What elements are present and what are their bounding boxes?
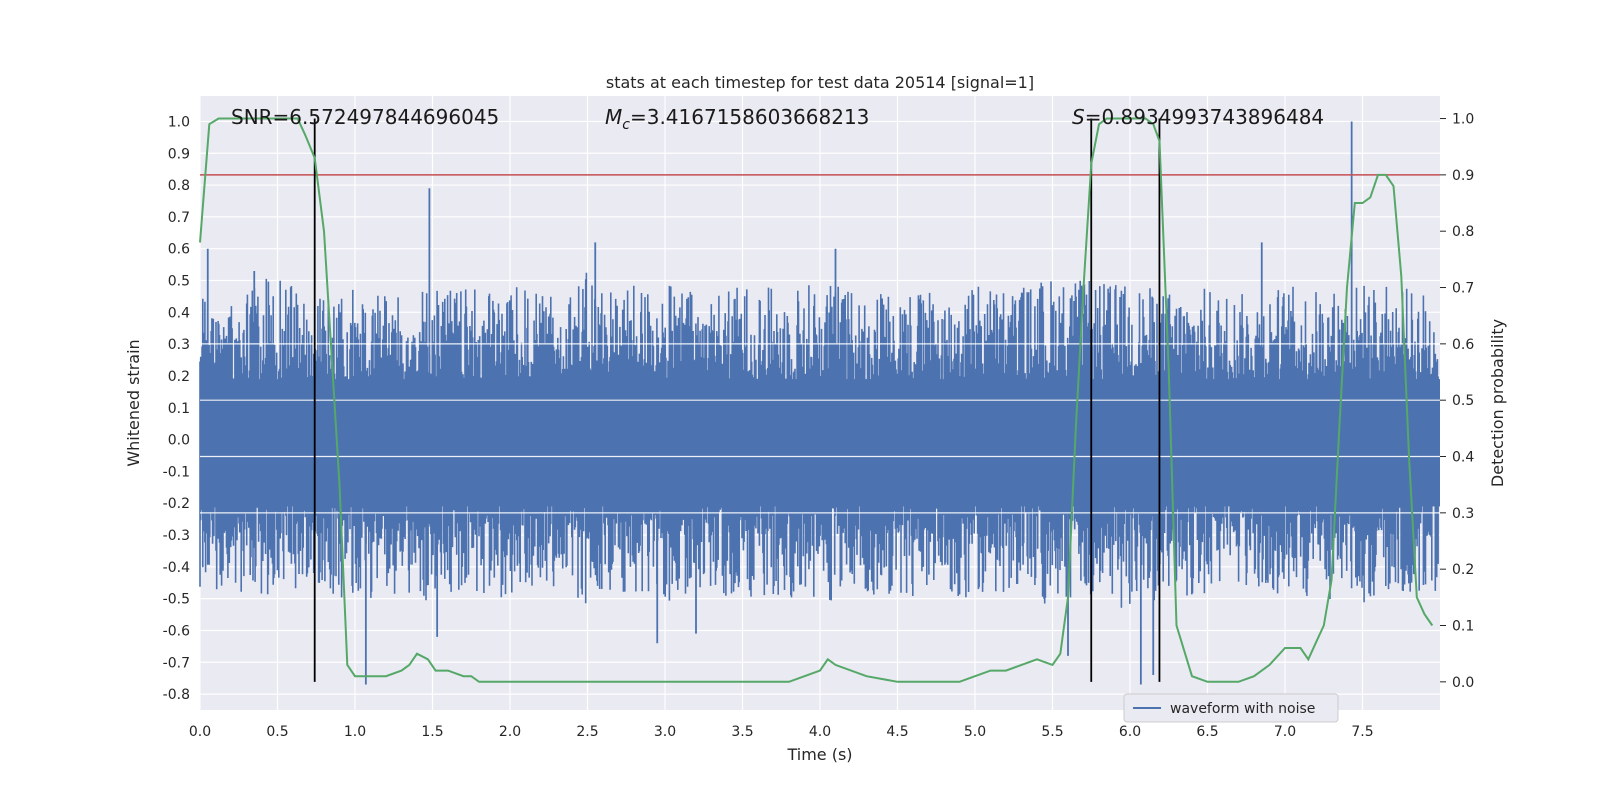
vertical-markers	[313, 118, 1161, 682]
y-tick-label: 0.0	[168, 433, 190, 449]
waveform-series	[199, 121, 1440, 685]
y-tick-label: -0.4	[163, 560, 190, 576]
legend-box	[1123, 693, 1339, 723]
y-tick-label: -0.5	[163, 592, 190, 608]
mc-symbol: M	[605, 105, 622, 129]
x-tick-label: 1.5	[421, 724, 443, 740]
y-tick-label: 0.8	[168, 178, 190, 194]
snr-annotation: SNR=6.572497844696045	[231, 105, 499, 129]
x-tick-label: 0.5	[266, 724, 288, 740]
x-tick-label: 5.5	[1041, 724, 1063, 740]
y-tick-label: 0.1	[168, 401, 190, 417]
y2-tick-label: 0.9	[1452, 168, 1474, 184]
legend-waveform-label: waveform with noise	[1170, 701, 1315, 717]
x-tick-label: 4.5	[886, 724, 908, 740]
x-tick-label: 2.5	[576, 724, 598, 740]
y-tick-label: 1.0	[168, 114, 190, 130]
y-tick-label: 0.5	[168, 274, 190, 290]
y-tick-label: -0.8	[163, 687, 190, 703]
y-axis-label: Whitened strain	[124, 339, 143, 466]
y2-tick-label: 0.1	[1452, 619, 1474, 635]
waveform-core	[200, 379, 1440, 507]
y2-tick-labels: 1.0 0.9 0.8 0.7 0.6 0.5 0.4 0.3 0.2 0.1 0.0	[1440, 112, 1474, 691]
y-tick-label: 0.3	[168, 337, 190, 353]
y-tick-label: 0.6	[168, 242, 190, 258]
y2-tick-label: 0.0	[1452, 675, 1474, 691]
y2-tick-label: 0.7	[1452, 281, 1474, 297]
y-tick-labels: 1.0 0.9 0.8 0.7 0.6 0.5 0.4 0.3 0.2 0.1 0.0 -0.1 -0.…	[163, 114, 190, 703]
s-value: =0.8934993743896484	[1085, 105, 1324, 129]
x-axis-label: Time (s)	[786, 745, 852, 764]
x-tick-label: 6.5	[1196, 724, 1218, 740]
x-tick-label: 1.0	[344, 724, 366, 740]
s-annotation: S=0.8934993743896484	[1072, 105, 1324, 129]
y-tick-label: -0.1	[163, 464, 190, 480]
y-tick-label: 0.7	[168, 210, 190, 226]
x-tick-label: 7.5	[1351, 724, 1373, 740]
x-tick-label: 3.5	[731, 724, 753, 740]
y-tick-label: 0.9	[168, 146, 190, 162]
mc-subscript: c	[622, 117, 630, 133]
chart-title: stats at each timestep for test data 205…	[606, 73, 1034, 92]
y-tick-label: -0.7	[163, 655, 190, 671]
y-tick-label: 0.2	[168, 369, 190, 385]
y2-tick-label: 0.2	[1452, 562, 1474, 578]
y2-tick-label: 0.8	[1452, 224, 1474, 240]
y-tick-label: -0.2	[163, 496, 190, 512]
x-tick-label: 5.0	[964, 724, 986, 740]
x-tick-label: 6.0	[1119, 724, 1141, 740]
x-tick-label: 7.0	[1274, 724, 1296, 740]
x-tick-label: 0.0	[189, 724, 211, 740]
y2-axis-label: Detection probability	[1488, 319, 1507, 487]
detection-probability-line	[199, 117, 1434, 683]
x-tick-label: 2.0	[499, 724, 521, 740]
y-tick-label: -0.6	[163, 623, 190, 639]
x-tick-labels: 0.0 0.5 1.0 1.5 2.0 2.5 3.0 3.5 4.0 4.5 5.0 5.5 6.0 6…	[189, 724, 1374, 740]
legend: waveform with noise	[1123, 693, 1339, 723]
y2-tick-label: 1.0	[1452, 112, 1474, 128]
mc-value: =3.4167158603668213	[630, 105, 869, 129]
y-tick-label: 0.4	[168, 305, 190, 321]
y-tick-label: -0.3	[163, 528, 190, 544]
y2-tick-label: 0.5	[1452, 393, 1474, 409]
x-tick-label: 4.0	[809, 724, 831, 740]
chirp-mass-annotation: Mc=3.4167158603668213	[605, 105, 869, 133]
x-tick-label: 3.0	[654, 724, 676, 740]
s-symbol: S	[1072, 105, 1085, 129]
y2-tick-label: 0.4	[1452, 450, 1474, 466]
y2-tick-label: 0.6	[1452, 337, 1474, 353]
y2-tick-label: 0.3	[1452, 506, 1474, 522]
